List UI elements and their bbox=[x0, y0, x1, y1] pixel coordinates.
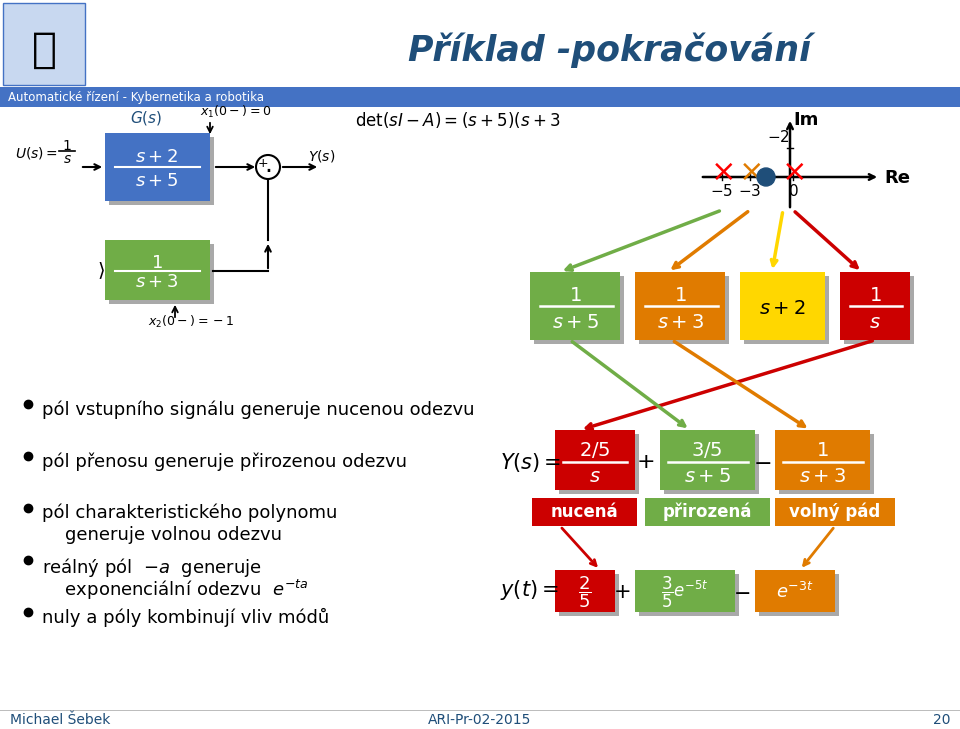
Text: pól přenosu generuje přirozenou odezvu: pól přenosu generuje přirozenou odezvu bbox=[42, 452, 407, 470]
Text: pól charakteristického polynomu: pól charakteristického polynomu bbox=[42, 504, 337, 523]
Text: $2/5$: $2/5$ bbox=[579, 440, 611, 460]
Text: $x_2(0-)=-1$: $x_2(0-)=-1$ bbox=[148, 314, 234, 330]
Text: Automatické řízení - Kybernetika a robotika: Automatické řízení - Kybernetika a robot… bbox=[8, 90, 264, 104]
FancyBboxPatch shape bbox=[664, 434, 759, 494]
FancyBboxPatch shape bbox=[3, 3, 85, 85]
Text: $y(t)=$: $y(t)=$ bbox=[500, 578, 559, 602]
FancyBboxPatch shape bbox=[105, 133, 210, 201]
FancyBboxPatch shape bbox=[534, 276, 624, 344]
FancyBboxPatch shape bbox=[530, 272, 620, 340]
Text: $\dfrac{2}{5}$: $\dfrac{2}{5}$ bbox=[578, 574, 591, 610]
Text: $Y(s)=$: $Y(s)=$ bbox=[500, 451, 562, 474]
Text: nucená: nucená bbox=[550, 503, 618, 521]
Text: Příklad -pokračování: Příklad -pokračování bbox=[409, 32, 811, 68]
Text: $s+2$: $s+2$ bbox=[135, 148, 179, 166]
FancyBboxPatch shape bbox=[740, 272, 825, 340]
FancyBboxPatch shape bbox=[635, 570, 735, 612]
Text: $\times$: $\times$ bbox=[738, 157, 761, 187]
Circle shape bbox=[256, 155, 280, 179]
FancyBboxPatch shape bbox=[759, 574, 839, 616]
FancyBboxPatch shape bbox=[660, 430, 755, 490]
Circle shape bbox=[757, 168, 775, 186]
Text: $1$: $1$ bbox=[674, 286, 686, 305]
FancyBboxPatch shape bbox=[844, 276, 914, 344]
Text: $+$: $+$ bbox=[613, 582, 631, 602]
FancyBboxPatch shape bbox=[532, 498, 637, 526]
Text: $1$: $1$ bbox=[816, 440, 828, 459]
Text: Re: Re bbox=[884, 169, 910, 187]
FancyBboxPatch shape bbox=[555, 570, 615, 612]
FancyBboxPatch shape bbox=[559, 574, 619, 616]
Text: $1$: $1$ bbox=[62, 139, 72, 153]
Text: $s$: $s$ bbox=[62, 152, 71, 166]
Text: Im: Im bbox=[793, 111, 818, 129]
Text: $s+5$: $s+5$ bbox=[552, 313, 598, 332]
Text: $1$: $1$ bbox=[151, 254, 163, 272]
Text: $+$: $+$ bbox=[257, 157, 269, 170]
Text: $x_1(0-)=0$: $x_1(0-)=0$ bbox=[200, 104, 271, 120]
Text: nuly a póly kombinují vliv módů: nuly a póly kombinují vliv módů bbox=[42, 608, 329, 627]
Text: $s+5$: $s+5$ bbox=[135, 172, 179, 190]
Text: volný pád: volný pád bbox=[789, 503, 880, 521]
Text: přirozená: přirozená bbox=[662, 503, 752, 521]
Text: $s+3$: $s+3$ bbox=[799, 467, 846, 486]
FancyBboxPatch shape bbox=[744, 276, 829, 344]
Text: $-3$: $-3$ bbox=[738, 183, 761, 199]
Text: $1$: $1$ bbox=[568, 286, 582, 305]
Text: $Y(s)$: $Y(s)$ bbox=[308, 148, 335, 164]
Text: $s+3$: $s+3$ bbox=[657, 313, 704, 332]
FancyBboxPatch shape bbox=[109, 137, 214, 205]
Text: exponenciální odezvu  $e^{-ta}$: exponenciální odezvu $e^{-ta}$ bbox=[42, 578, 309, 602]
Text: $\dfrac{3}{5}e^{-5t}$: $\dfrac{3}{5}e^{-5t}$ bbox=[661, 574, 708, 609]
FancyBboxPatch shape bbox=[840, 272, 910, 340]
Text: generuje volnou odezvu: generuje volnou odezvu bbox=[42, 526, 282, 544]
FancyBboxPatch shape bbox=[755, 570, 835, 612]
FancyBboxPatch shape bbox=[639, 276, 729, 344]
FancyBboxPatch shape bbox=[559, 434, 639, 494]
Text: $-$: $-$ bbox=[753, 452, 771, 472]
FancyBboxPatch shape bbox=[635, 272, 725, 340]
Text: ARI-Pr-02-2015: ARI-Pr-02-2015 bbox=[428, 713, 532, 727]
Text: $1$: $1$ bbox=[869, 286, 881, 305]
Text: $3/5$: $3/5$ bbox=[691, 440, 723, 460]
Text: pól vstupního signálu generuje nucenou odezvu: pól vstupního signálu generuje nucenou o… bbox=[42, 400, 474, 418]
Text: Michael Šebek: Michael Šebek bbox=[10, 713, 110, 727]
Text: $0$: $0$ bbox=[788, 183, 799, 199]
Text: $s$: $s$ bbox=[869, 313, 881, 332]
FancyBboxPatch shape bbox=[109, 244, 214, 304]
FancyBboxPatch shape bbox=[775, 498, 895, 526]
FancyBboxPatch shape bbox=[0, 87, 960, 107]
Text: $G(s)$: $G(s)$ bbox=[130, 109, 162, 127]
Text: 🦁: 🦁 bbox=[32, 29, 57, 71]
Text: $+$: $+$ bbox=[636, 452, 654, 472]
Text: $\det(sI-A)=(s+5)(s+3$: $\det(sI-A)=(s+5)(s+3$ bbox=[355, 110, 561, 130]
Text: $\cdot$: $\cdot$ bbox=[264, 158, 272, 182]
Text: $-$: $-$ bbox=[733, 582, 751, 602]
Text: $s+2$: $s+2$ bbox=[758, 298, 805, 318]
Text: $s$: $s$ bbox=[589, 467, 601, 486]
Text: $s+5$: $s+5$ bbox=[684, 467, 731, 486]
Text: $\rangle$: $\rangle$ bbox=[97, 260, 105, 281]
FancyBboxPatch shape bbox=[105, 240, 210, 300]
FancyBboxPatch shape bbox=[555, 430, 635, 490]
FancyBboxPatch shape bbox=[775, 430, 870, 490]
Text: $U(s) =$: $U(s) =$ bbox=[15, 145, 58, 161]
Text: $e^{-3t}$: $e^{-3t}$ bbox=[776, 582, 814, 602]
Text: reálný pól  $-a$  generuje: reálný pól $-a$ generuje bbox=[42, 556, 262, 579]
Text: $\times$: $\times$ bbox=[781, 157, 804, 187]
FancyBboxPatch shape bbox=[639, 574, 739, 616]
Text: $-2$: $-2$ bbox=[766, 129, 789, 145]
Text: $-5$: $-5$ bbox=[710, 183, 733, 199]
Text: $\times$: $\times$ bbox=[710, 157, 733, 187]
FancyBboxPatch shape bbox=[779, 434, 874, 494]
FancyBboxPatch shape bbox=[645, 498, 770, 526]
Text: $s+3$: $s+3$ bbox=[135, 273, 179, 291]
Text: 20: 20 bbox=[932, 713, 950, 727]
